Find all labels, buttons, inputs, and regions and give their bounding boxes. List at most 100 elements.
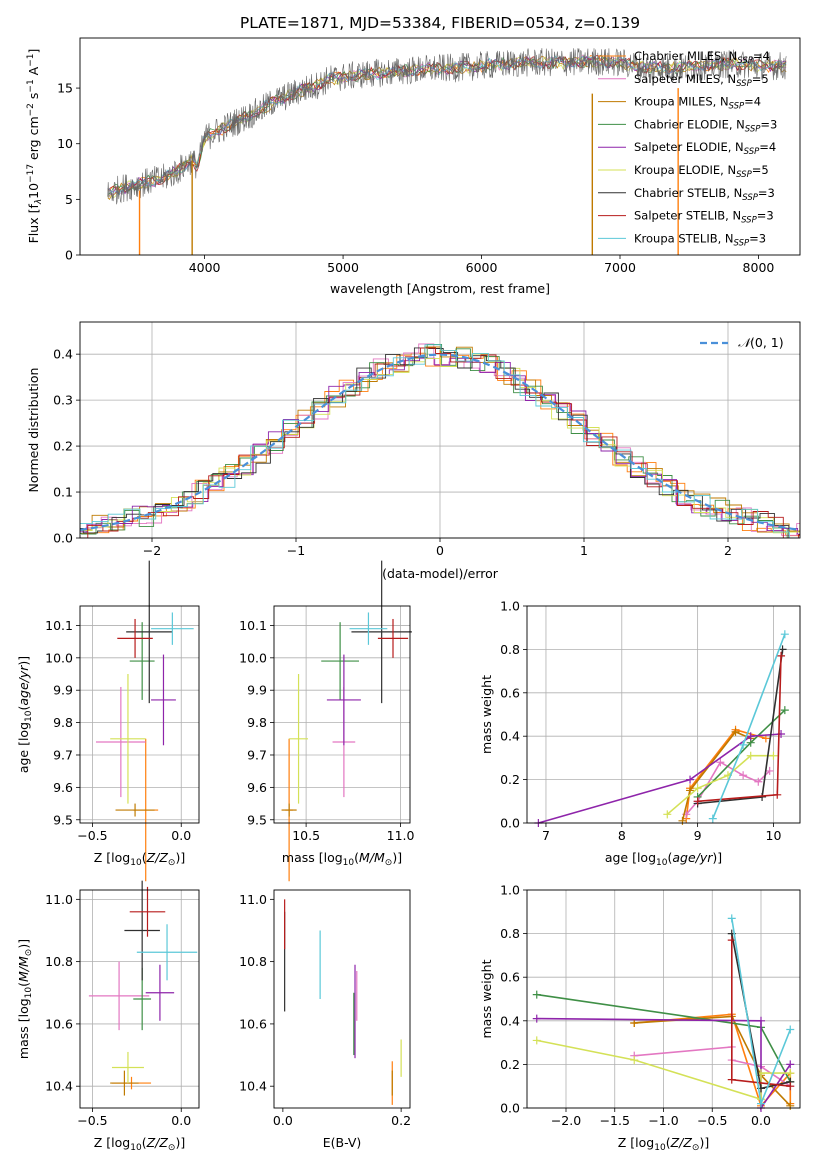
weight-marker	[686, 786, 695, 795]
x-tick-label: 5000	[327, 260, 359, 275]
legend-label: 𝒩(0, 1)	[738, 335, 784, 350]
weight-marker	[746, 751, 755, 760]
y-tick-label: 9.9	[247, 683, 267, 698]
x-axis-label: Z [log10(Z/Z⊙)]	[94, 850, 185, 868]
x-axis-label: mass [log10(M/M⊙)]	[282, 850, 402, 868]
y-tick-label: 11.0	[45, 892, 73, 907]
chart-spectrum: 4000 5000 6000 7000 8000 0 5 10 15 Chabrier MILES…	[26, 37, 801, 296]
y-tick-label: 10.4	[239, 1079, 267, 1094]
weight-marker	[780, 706, 789, 715]
x-axis-label: E(B-V)	[323, 1135, 362, 1150]
weight-marker	[532, 1014, 541, 1023]
weight-marker	[532, 1036, 541, 1045]
weight-marker	[786, 1082, 795, 1091]
y-axis-label: age [log10(age/yr)]	[16, 656, 34, 773]
weight-marker	[757, 1016, 765, 1025]
weight-line	[712, 633, 786, 820]
y-tick-label: 10.6	[239, 1016, 267, 1031]
weight-marker	[777, 651, 786, 660]
x-tick-label: 1	[580, 543, 588, 558]
x-axis-label: Z [log10(Z/Z⊙)]	[94, 1135, 185, 1153]
legend-label: Chabrier MILES, NSSP=4	[634, 49, 770, 66]
weight-marker	[739, 740, 748, 749]
histogram-series	[80, 343, 800, 536]
legend-label: Kroupa MILES, NSSP=4	[634, 95, 761, 112]
weight-marker	[630, 1056, 639, 1065]
histogram-series	[80, 357, 800, 535]
y-tick-label: 0.2	[500, 772, 520, 787]
x-tick-label: −0.5	[697, 1113, 727, 1128]
x-tick-label: 7000	[604, 260, 636, 275]
axes-frame	[79, 889, 200, 1109]
legend-label: Chabrier ELODIE, NSSP=3	[634, 117, 777, 134]
weight-marker	[693, 797, 702, 806]
y-tick-label: 0.2	[500, 1057, 520, 1072]
x-tick-label: 9	[694, 828, 702, 843]
chart-age-vs-mass: 10.5 11.0 9.5 9.6 9.7 9.8 9.9 10.0 10.1 mass [log…	[239, 560, 415, 882]
y-tick-label: 0.6	[500, 970, 520, 985]
weight-marker	[663, 810, 672, 819]
weight-marker	[727, 936, 736, 945]
histogram-series	[80, 347, 800, 538]
weight-marker	[532, 990, 541, 999]
y-tick-label: 10.0	[239, 650, 267, 665]
weight-marker	[727, 1075, 736, 1084]
histograms	[80, 343, 800, 538]
x-tick-label: −1.0	[648, 1113, 678, 1128]
y-axis-label: mass [log10(M/M⊙)]	[16, 939, 34, 1059]
x-tick-label: 2	[724, 543, 732, 558]
x-tick-label: −0.5	[77, 1113, 107, 1128]
weight-marker	[757, 1099, 765, 1108]
y-tick-label: 10.1	[239, 618, 267, 633]
chart-mass-vs-EBV: 0.0 0.2 10.4 10.6 10.8 11.0 E(B-V)	[239, 889, 411, 1150]
x-tick-label: −0.5	[77, 828, 107, 843]
y-tick-label: 0.8	[500, 926, 520, 941]
x-tick-label: 0.0	[171, 1113, 191, 1128]
figure-title: PLATE=1871, MJD=53384, FIBERID=0534, z=0…	[240, 14, 640, 32]
x-tick-label: 0.0	[751, 1113, 771, 1128]
spectrum-lines	[107, 48, 787, 255]
axes-frame	[273, 605, 411, 824]
axes-frame	[79, 605, 200, 824]
chart-weight-vs-age: 7 8 9 10 0.0 0.2 0.4 0.6 0.8 1.0 age [log10(age/yr…	[479, 599, 801, 868]
y-tick-label: 10.0	[45, 650, 73, 665]
y-tick-label: 0.4	[53, 347, 73, 362]
x-tick-label: −1.5	[600, 1113, 630, 1128]
weight-marker	[708, 814, 717, 823]
histogram-series	[80, 344, 800, 538]
weight-marker	[693, 784, 702, 793]
y-tick-label: 9.6	[247, 780, 267, 795]
y-tick-label: 1.0	[500, 599, 520, 614]
y-tick-label: 1.0	[500, 883, 520, 898]
weight-marker	[786, 1025, 795, 1034]
axes-frame	[273, 889, 411, 1109]
x-tick-label: 0.0	[273, 1113, 293, 1128]
y-tick-label: 9.5	[53, 812, 73, 827]
y-tick-label: 5	[65, 192, 73, 207]
weight-marker	[765, 766, 774, 775]
y-tick-label: 10.8	[45, 954, 73, 969]
y-tick-label: 9.9	[53, 683, 73, 698]
y-tick-label: 9.7	[247, 747, 267, 762]
x-tick-label: −1	[287, 543, 305, 558]
y-tick-label: 0.0	[500, 816, 520, 831]
histogram-series	[80, 347, 800, 538]
y-tick-label: 0.0	[500, 1101, 520, 1116]
weight-line	[538, 733, 782, 824]
y-tick-label: 15	[57, 81, 73, 96]
weight-marker	[731, 727, 740, 736]
y-tick-label: 10.8	[239, 954, 267, 969]
weight-marker	[773, 790, 782, 799]
y-axis-label: Normed distribution	[26, 368, 41, 493]
y-tick-label: 0.4	[500, 729, 520, 744]
x-tick-label: 10.5	[292, 828, 320, 843]
legend-label: Kroupa ELODIE, NSSP=5	[634, 163, 769, 180]
legend-label: Salpeter MILES, NSSP=5	[634, 72, 769, 89]
x-tick-label: 4000	[189, 260, 221, 275]
axes-frame	[79, 37, 801, 256]
y-tick-label: 11.0	[239, 892, 267, 907]
axes-frame	[526, 889, 801, 1109]
y-tick-label: 0.3	[53, 393, 73, 408]
chart-mass-vs-Z: −0.5 0.0 10.4 10.6 10.8 11.0 Z [log10(Z/Z⊙)] ma…	[16, 880, 200, 1153]
histogram-series	[80, 344, 800, 538]
